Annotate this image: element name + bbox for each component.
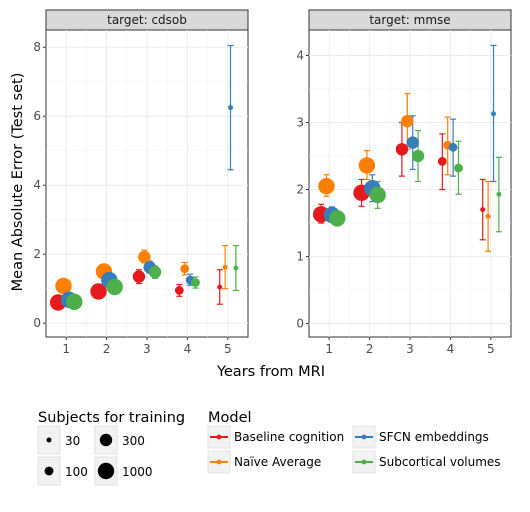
point-mmse-subcortical-volumes-year-1 [329,210,346,227]
facet-cdsob-grid [46,30,248,337]
facet-cdsob: target: cdsob 0 2 4 6 8 1 2 3 4 5 [33,9,249,356]
legend-size-symbol-1000 [97,462,115,480]
point-cdsob-baseline-cognition-year-3 [132,270,146,283]
legend-model-dot-na-ve-average [216,459,222,465]
point-cdsob-baseline-cognition-year-2 [90,283,107,300]
point-cdsob-subcortical-volumes-year-4 [191,278,200,287]
point-mmse-sfcn-embeddings-year-4 [448,142,458,152]
legend-model-dot-subcortical-volumes [361,459,367,465]
point-mmse-baseline-cognition-year-3 [395,143,409,156]
y-tick-label: 2 [33,247,41,261]
legend-size-keys: 30 300 100 1000 [37,425,153,486]
x-tick-label: 2 [103,342,111,356]
point-mmse-subcortical-volumes-year-5 [496,191,502,197]
legend-model-keys: Baseline cognition SFCN embeddings Naïve A… [207,425,501,474]
x-tick-label: 1 [325,342,333,356]
y-tick-label: 1 [296,250,304,264]
point-mmse-na-ve-average-year-5 [485,213,491,219]
x-tick-label: 3 [143,342,151,356]
y-tick-label: 3 [296,116,304,130]
y-tick-label: 6 [33,109,41,123]
point-cdsob-na-ve-average-year-5 [222,264,228,270]
legend-model-label-baseline-cognition: Baseline cognition [234,430,344,444]
y-axis-title: Mean Absolute Error (Test set) [10,73,26,292]
y-tick-label: 4 [33,178,41,192]
legend-model-title: Model [208,410,252,426]
x-tick-label: 2 [366,342,374,356]
facet-mmse-marks [312,44,502,252]
x-tick-label: 5 [487,342,495,356]
point-mmse-sfcn-embeddings-year-5 [491,111,497,117]
legend-size-label-100: 100 [65,465,88,479]
point-mmse-baseline-cognition-year-5 [480,207,486,213]
point-cdsob-baseline-cognition-year-4 [174,286,184,295]
facet-mmse-grid [309,30,511,337]
legend-size-symbol-300 [99,433,113,447]
legend-size-title: Subjects for training [38,410,185,426]
point-mmse-subcortical-volumes-year-3 [411,149,425,163]
x-axis-title: Years from MRI [216,364,325,380]
point-cdsob-subcortical-volumes-year-5 [233,265,239,271]
point-cdsob-sfcn-embeddings-year-5 [228,105,234,111]
facet-mmse: target: mmse 0 1 2 3 4 1 2 3 4 5 [296,9,512,356]
point-mmse-na-ve-average-year-1 [318,177,335,195]
point-cdsob-na-ve-average-year-4 [180,264,190,274]
y-tick-label: 2 [296,183,304,197]
x-tick-label: 3 [406,342,414,356]
point-mmse-baseline-cognition-year-4 [437,156,447,166]
legend-size-label-30: 30 [65,434,80,448]
legend-model-dot-sfcn-embeddings [361,434,367,440]
point-cdsob-baseline-cognition-year-5 [217,284,223,290]
legend-size-label-300: 300 [122,434,145,448]
y-tick-label: 0 [33,316,41,330]
legend-model-label-subcortical-volumes: Subcortical volumes [379,455,501,469]
legend-model-label-na-ve-average: Naïve Average [234,455,321,469]
facet-mmse-ticks: 0 1 2 3 4 1 2 3 4 5 [296,48,494,356]
legend-size-symbol-30 [46,437,52,443]
point-mmse-na-ve-average-year-2 [358,157,376,174]
facet-cdsob-ticks: 0 2 4 6 8 1 2 3 4 5 [33,40,231,356]
point-cdsob-subcortical-volumes-year-3 [148,265,162,279]
point-mmse-subcortical-volumes-year-4 [454,163,463,173]
x-tick-label: 1 [62,342,70,356]
legend-model-dot-baseline-cognition [216,434,222,440]
facet-mmse-title: target: mmse [369,13,450,27]
point-mmse-sfcn-embeddings-year-3 [406,136,419,149]
x-tick-label: 4 [447,342,455,356]
point-cdsob-subcortical-volumes-year-1 [66,293,83,311]
legend-model-label-sfcn-embeddings: SFCN embeddings [379,430,489,444]
point-mmse-subcortical-volumes-year-2 [369,186,386,204]
point-cdsob-subcortical-volumes-year-2 [106,278,123,296]
facet-cdsob-marks [49,44,239,311]
x-tick-label: 5 [224,342,232,356]
y-tick-label: 0 [296,317,304,331]
legend-size-symbol-100 [44,466,54,476]
y-tick-label: 8 [33,40,41,54]
legend-model: Model Baseline cognition SFCN embeddings N… [207,410,501,474]
y-tick-label: 4 [296,48,304,62]
point-cdsob-na-ve-average-year-3 [138,250,151,264]
point-mmse-na-ve-average-year-3 [401,114,414,128]
legend-size-label-1000: 1000 [122,465,153,479]
facet-cdsob-title: target: cdsob [107,13,187,27]
legend-size: Subjects for training 30 300 100 1000 [37,410,185,486]
x-tick-label: 4 [184,342,192,356]
point-cdsob-na-ve-average-year-1 [55,277,72,295]
